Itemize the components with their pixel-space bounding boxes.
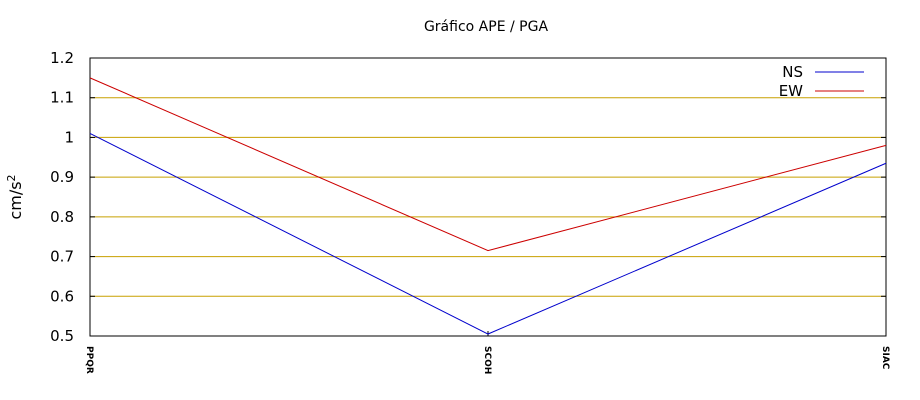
y-tick-label: 0.9 [50, 168, 74, 186]
y-tick-label: 0.5 [50, 327, 74, 345]
series-line-ns [89, 133, 887, 335]
chart-title: Gráfico APE / PGA [424, 19, 548, 35]
y-tick-label: 1 [64, 128, 74, 146]
x-category-label: PPQR [84, 346, 94, 374]
legend-label: EW [779, 82, 803, 100]
y-tick-label: 0.8 [50, 208, 74, 226]
x-category-label: SCOH [482, 346, 492, 374]
y-tick-label: 1.2 [50, 49, 74, 67]
series-line-ew [89, 77, 887, 252]
y-tick-label: 0.7 [50, 248, 74, 266]
x-axis-ticks: PPQR SCOH SIAC [84, 331, 890, 374]
plot-frame [89, 57, 887, 337]
y-axis-label-main: cm/s [6, 181, 25, 219]
y-axis-ticks: 0.5 0.6 0.7 0.8 0.9 1 1.1 1.2 [50, 49, 886, 345]
legend-label: NS [782, 63, 803, 81]
grid-lines [90, 97, 886, 297]
x-category-label: SIAC [880, 346, 890, 370]
y-axis-label-superscript: 2 [5, 174, 18, 181]
y-tick-label: 1.1 [50, 89, 74, 107]
y-tick-label: 0.6 [50, 287, 74, 305]
y-axis-label: cm/s2 [5, 174, 25, 219]
series-lines [89, 77, 887, 335]
